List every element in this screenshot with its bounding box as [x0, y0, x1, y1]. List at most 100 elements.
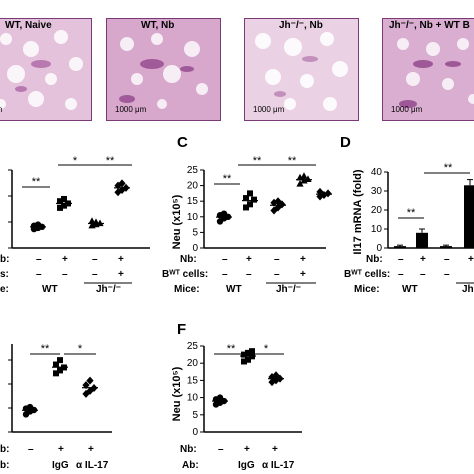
- data-point: [88, 217, 96, 224]
- chart-e: ** * b: b: – + + IgG α IL-17: [0, 343, 112, 471]
- sig-label: **: [253, 155, 262, 167]
- data-point: [34, 221, 42, 228]
- svg-text:+: +: [420, 254, 426, 265]
- factor-label: Mice:: [354, 284, 380, 295]
- svg-text:Jh: Jh: [462, 284, 474, 295]
- chart-d-factors: Nb: Bᵂᵀ cells: Mice: – + – + – – – WT Jh: [344, 254, 474, 295]
- chart-d-ticks: 0 10 20 30 40: [371, 167, 388, 254]
- data-point: [241, 351, 247, 358]
- data-point: [276, 374, 284, 383]
- chart-e-factors: b: b: – + + IgG α IL-17: [0, 444, 109, 471]
- histology-image-jh-nb-wtb: Jh⁻/⁻, Nb + WT B 1000 μm: [382, 18, 474, 121]
- panel-letter-d: D: [340, 134, 351, 151]
- data-point: [122, 183, 130, 192]
- svg-text:+: +: [244, 444, 250, 455]
- tick-label: 5: [192, 227, 198, 238]
- data-point: [53, 361, 59, 368]
- image-title: Jh⁻/⁻, Nb: [279, 20, 323, 31]
- svg-text:–: –: [398, 254, 404, 265]
- data-point: [296, 180, 304, 187]
- data-point: [251, 196, 257, 203]
- scale-label: 1000 μm: [253, 105, 285, 114]
- tick-label: 30: [371, 186, 383, 197]
- data-point: [274, 203, 282, 212]
- svg-text:α IL-17: α IL-17: [76, 460, 109, 471]
- bar: [416, 232, 428, 248]
- histology-image-jh-nb: Jh⁻/⁻, Nb 1000 μm: [244, 18, 359, 121]
- factor-label: Nb:: [366, 254, 383, 265]
- data-point: [65, 200, 71, 207]
- data-point: [274, 197, 282, 206]
- chart-c-sig: ** ** **: [214, 155, 316, 185]
- tick-label: 10: [371, 224, 383, 235]
- factor-label: Nb:: [180, 254, 197, 265]
- data-point: [304, 175, 312, 182]
- chart-f-ticks: 0 5 10 15 20 25: [187, 341, 204, 438]
- data-point: [90, 384, 98, 392]
- svg-text:+: +: [300, 254, 306, 265]
- tick-label: 40: [371, 167, 383, 178]
- chart-c: Neu (x10⁵) 0 5 10 15 20 25 ** ** ** Nb: Bᵂᵀ c…: [162, 155, 332, 295]
- chart-d-sig: ** **: [398, 162, 470, 219]
- sig-label: *: [73, 155, 78, 167]
- scale-label: 1000 μm: [115, 105, 147, 114]
- data-point: [92, 218, 100, 225]
- data-point: [272, 376, 280, 385]
- data-point: [316, 187, 324, 196]
- chart-c-points: [216, 172, 332, 225]
- data-point: [86, 376, 94, 385]
- svg-text:α IL-17: α IL-17: [262, 460, 295, 471]
- chart-e-points: [22, 357, 98, 418]
- data-point: [220, 210, 228, 217]
- data-point: [26, 403, 34, 411]
- data-point: [57, 198, 63, 205]
- chart-b: ** * ** b: s: e: – + – + – – – + WT Jh⁻/…: [0, 155, 150, 295]
- image-title: WT, Nb: [141, 20, 175, 31]
- chart-c-factors: Nb: Bᵂᵀ cells: Mice: – + – + – – – + WT …: [162, 254, 316, 295]
- tick-label: 20: [371, 205, 383, 216]
- data-point: [320, 190, 328, 199]
- sig-label: **: [223, 173, 232, 185]
- tick-label: 15: [187, 375, 199, 386]
- chart-e-axes: [8, 344, 112, 433]
- bar: [440, 246, 452, 248]
- svg-text:–: –: [222, 254, 228, 265]
- data-point: [53, 370, 59, 377]
- data-point: [243, 195, 249, 202]
- data-point: [270, 198, 278, 207]
- chart-b-points: [30, 179, 130, 233]
- data-point: [82, 389, 90, 398]
- data-point: [245, 356, 251, 363]
- factor-label: b:: [0, 460, 9, 471]
- chart-c-ylabel: Neu (x10⁵): [171, 194, 183, 249]
- factor-label: b:: [0, 254, 9, 265]
- svg-text:–: –: [274, 269, 280, 280]
- data-point: [268, 378, 276, 387]
- svg-text:IgG: IgG: [52, 460, 69, 471]
- chart-d-ylabel: Il17 mRNA (fold): [352, 169, 364, 254]
- data-point: [249, 348, 255, 355]
- svg-text:–: –: [398, 269, 404, 280]
- scale-label: 1000 μm: [391, 105, 423, 114]
- svg-text:+: +: [272, 444, 278, 455]
- sig-label: *: [78, 343, 83, 355]
- chart-d-bars: [394, 179, 474, 248]
- sig-label: **: [444, 162, 453, 174]
- svg-text:+: +: [88, 444, 94, 455]
- image-title: WT, Naive: [5, 20, 52, 31]
- data-point: [216, 394, 224, 401]
- histology-texture: [383, 19, 474, 120]
- svg-text:–: –: [62, 269, 68, 280]
- svg-text:–: –: [92, 254, 98, 265]
- chart-f-sig: ** *: [214, 343, 284, 355]
- data-point: [61, 202, 67, 209]
- chart-f-points: [212, 348, 284, 408]
- svg-text:WT: WT: [226, 284, 242, 295]
- tick-label: 10: [187, 212, 199, 223]
- data-point: [61, 364, 67, 371]
- factor-label: Bᵂᵀ cells:: [162, 269, 208, 280]
- data-point: [272, 371, 280, 380]
- chart-b-factors: b: s: e: – + – + – – – + WT Jh⁻/⁻: [0, 254, 132, 295]
- svg-text:+: +: [118, 269, 124, 280]
- data-point: [57, 204, 63, 211]
